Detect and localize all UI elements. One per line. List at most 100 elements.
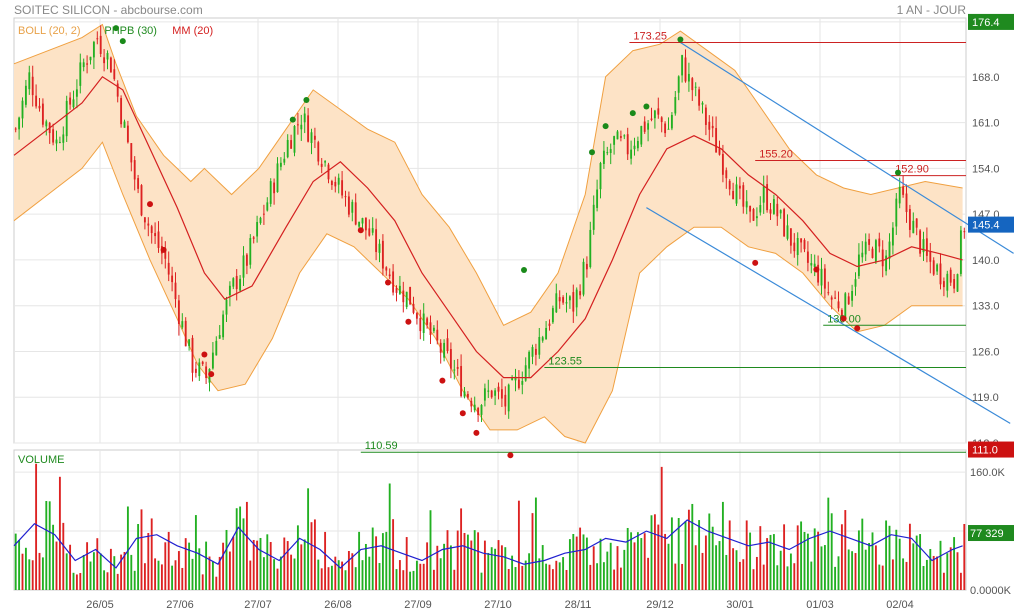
candle-body [96,38,99,40]
candle-body [28,72,31,90]
volume-bar [82,555,85,590]
volume-bar [704,535,707,590]
candle-body [847,296,850,305]
volume-bar [929,548,932,590]
candle-body [507,384,510,412]
volume-bar [18,540,21,590]
volume-bar [596,563,599,590]
candle-body [929,251,932,262]
volume-bar [881,565,884,590]
volume-bar [599,538,602,590]
candle-body [337,177,340,185]
volume-bar [922,566,925,590]
volume-bar [35,463,38,590]
volume-bar [453,569,456,590]
candle-body [827,292,830,294]
volume-panel [13,449,967,591]
candle-body [470,400,473,407]
candle-body [347,196,350,215]
candle-body [718,148,721,155]
candle-body [579,291,582,296]
price-level-label: 155.20 [759,149,793,161]
candle-body [939,263,942,285]
candle-body [358,221,361,227]
trend-line [646,207,1011,424]
candle-body [72,99,75,108]
volume-bar [840,524,843,590]
candle-body [460,366,463,397]
volume-bar [327,567,330,590]
candle-body [402,290,405,303]
candle-body [851,291,854,301]
volume-bar [256,540,259,590]
volume-bar [290,554,293,590]
volume-bar [347,551,350,590]
pivot-low-marker [201,351,208,358]
volume-bar [905,561,908,590]
volume-bar [959,572,962,590]
pivot-high-marker [521,267,527,273]
volume-bar [517,500,520,590]
volume-bar [715,545,718,590]
candle-body [942,281,945,288]
volume-bar [619,567,622,590]
volume-bar [41,557,44,590]
volume-bar [140,509,143,590]
volume-bar [738,561,741,590]
volume-bar [164,542,167,590]
volume-bar [895,529,898,590]
volume-bar [443,543,446,590]
volume-bar [708,513,711,590]
volume-bar [939,540,942,590]
candle-body [205,366,208,379]
candle-body [232,278,235,287]
volume-bar [874,545,877,590]
volume-bar [667,543,670,590]
volume-bar [24,547,27,590]
pivot-high-marker [113,25,119,32]
candle-body [317,142,320,162]
volume-bar [160,564,163,590]
volume-bar [388,483,391,590]
candle-body [99,35,102,54]
candle-body [623,135,626,137]
candle-body [857,254,860,276]
volume-bar [755,556,758,590]
pivot-low-marker [473,429,480,436]
candle-body [861,252,864,258]
candle-body [630,149,633,159]
volume-bar [653,514,656,590]
candle-body [704,107,707,125]
volume-bar [65,553,68,590]
candle-body [905,193,908,213]
volume-bar [725,554,728,590]
volume-bar [793,563,796,590]
candle-body [181,321,184,328]
volume-bar [218,556,221,590]
candle-body [86,63,89,65]
volume-bar [524,560,527,590]
candle-body [344,196,347,198]
candle-body [531,347,534,357]
candle-body [749,205,752,212]
price-tick-label: 161.0 [972,118,1000,130]
volume-bar [21,553,24,590]
volume-bar [521,565,524,590]
volume-bar [572,533,575,590]
candle-body [868,239,871,245]
candle-body [52,129,55,143]
candle-body [711,125,714,129]
pivot-low-marker [385,279,391,286]
candle-body [116,83,119,97]
volume-bar [409,571,412,590]
candle-body [378,243,381,253]
x-tick-label: 01/03 [806,599,834,611]
candle-body [742,185,745,207]
candle-body [698,89,701,106]
moving-average-line [13,75,963,379]
volume-bar [497,540,500,590]
volume-bar [415,560,418,590]
candle-body [494,390,497,396]
candle-body [789,228,792,246]
volume-bar [555,560,558,590]
